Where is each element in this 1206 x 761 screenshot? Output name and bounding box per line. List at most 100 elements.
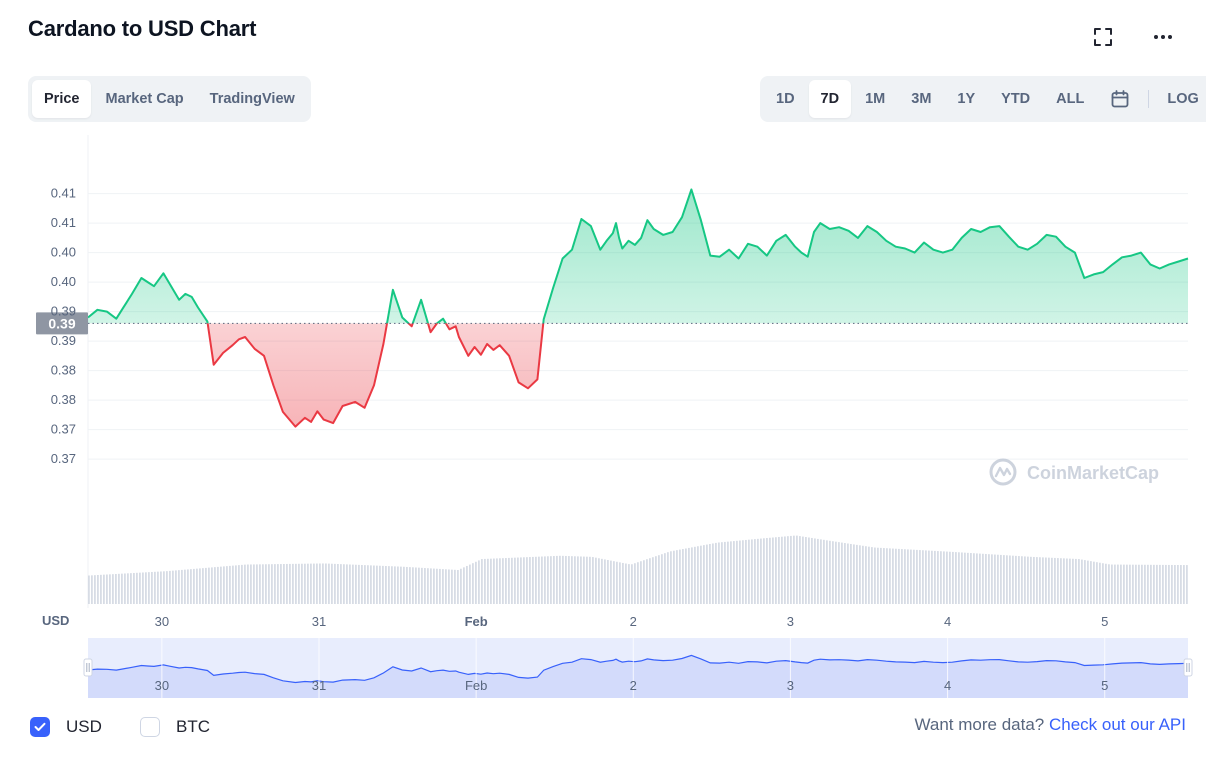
volume-bar: [1060, 558, 1062, 604]
volume-bar: [802, 536, 804, 604]
volume-bar: [286, 563, 288, 604]
x-tick-label: 31: [312, 614, 326, 629]
btc-checkbox[interactable]: BTC: [140, 717, 210, 737]
volume-bar: [307, 563, 309, 604]
volume-bar: [919, 550, 921, 604]
volume-bar: [913, 549, 915, 604]
range-all[interactable]: ALL: [1056, 91, 1085, 107]
volume-bar: [394, 566, 396, 604]
volume-bar: [1063, 558, 1065, 604]
range-7d[interactable]: 7D: [808, 80, 852, 118]
volume-bar: [1126, 564, 1128, 604]
range-1y[interactable]: 1Y: [957, 91, 976, 107]
btc-label: BTC: [176, 717, 210, 736]
volume-bar: [1150, 564, 1152, 604]
tab-tradingview[interactable]: TradingView: [209, 91, 295, 107]
volume-bar: [1033, 556, 1035, 604]
volume-bar: [274, 564, 276, 604]
volume-bar: [1081, 559, 1083, 604]
volume-bar: [361, 564, 363, 604]
volume-bar: [1099, 562, 1101, 604]
volume-bar: [1093, 561, 1095, 604]
volume-bar: [1129, 564, 1131, 604]
volume-bar: [1006, 555, 1008, 604]
x-tick-label: Feb: [465, 614, 488, 629]
range-ytd[interactable]: YTD: [1001, 91, 1031, 107]
volume-bar: [94, 575, 96, 604]
volume-bar: [853, 544, 855, 604]
calendar-button[interactable]: [1098, 80, 1142, 118]
volume-bar: [385, 566, 387, 604]
usd-checkbox-box[interactable]: [30, 717, 50, 737]
navigator-tick-label: 5: [1101, 678, 1108, 693]
volume-bar: [931, 550, 933, 604]
volume-bar: [1186, 565, 1188, 604]
volume-bar: [979, 553, 981, 604]
volume-bar: [1042, 557, 1044, 604]
volume-bar: [484, 558, 486, 604]
volume-bar: [391, 566, 393, 604]
volume-bar: [142, 572, 144, 604]
volume-bar: [1012, 555, 1014, 604]
range-navigator[interactable]: 30 31 Feb 2 3 4 5: [83, 638, 1193, 698]
fullscreen-button[interactable]: [1090, 24, 1116, 50]
volume-bar: [517, 557, 519, 604]
volume-bar: [694, 546, 696, 604]
price-line: [87, 188, 1189, 428]
navigator-handle-right[interactable]: [1183, 658, 1193, 677]
range-1d[interactable]: 1D: [776, 91, 795, 107]
volume-bar: [1114, 564, 1116, 604]
volume-bar: [970, 553, 972, 604]
volume-bar: [139, 572, 141, 604]
navigator-handle-left[interactable]: [83, 658, 93, 677]
volume-bar: [349, 564, 351, 604]
volume-bar: [337, 563, 339, 604]
price-chart[interactable]: 0.39 0.410.410.400.400.390.390.380.380.3…: [0, 130, 1206, 710]
more-horizontal-icon: [1154, 35, 1172, 39]
y-tick-label: 0.37: [51, 451, 76, 466]
y-tick-label: 0.40: [51, 245, 76, 260]
volume-bar: [151, 571, 153, 604]
tab-market-cap[interactable]: Market Cap: [105, 91, 184, 107]
volume-bar: [1000, 554, 1002, 604]
volume-bar: [898, 548, 900, 604]
range-1m[interactable]: 1M: [865, 91, 886, 107]
volume-bar: [148, 572, 150, 604]
x-tick-label: 5: [1101, 614, 1108, 629]
volume-bar: [442, 569, 444, 604]
btc-checkbox-box[interactable]: [140, 717, 160, 737]
price-area: [88, 189, 1188, 427]
volume-bar: [646, 559, 648, 604]
usd-checkbox[interactable]: USD: [30, 717, 102, 737]
check-api-link[interactable]: Check out our API: [1048, 715, 1186, 734]
volume-bar: [295, 563, 297, 604]
volume-bar: [586, 556, 588, 604]
volume-bar: [940, 551, 942, 604]
volume-bar: [844, 543, 846, 604]
volume-bar: [520, 557, 522, 604]
volume-bar: [91, 575, 93, 604]
volume-bar: [775, 537, 777, 604]
volume-bar: [1147, 564, 1149, 604]
volume-bar: [667, 552, 669, 604]
log-toggle[interactable]: LOG: [1167, 91, 1199, 107]
volume-bar: [760, 538, 762, 604]
volume-bar: [283, 564, 285, 604]
range-divider: [1148, 90, 1150, 108]
volume-bar: [649, 558, 651, 604]
volume-bar: [1138, 564, 1140, 604]
tab-price[interactable]: Price: [32, 80, 92, 118]
y-tick-label: 0.37: [51, 422, 76, 437]
calendar-icon: [1111, 90, 1129, 108]
volume-bar: [604, 559, 606, 604]
volume-bar: [145, 572, 147, 604]
range-3m[interactable]: 3M: [911, 91, 932, 107]
volume-bar: [745, 539, 747, 604]
volume-bar: [250, 564, 252, 604]
volume-bar: [736, 540, 738, 604]
volume-bar: [610, 560, 612, 604]
more-options-button[interactable]: [1150, 24, 1176, 50]
volume-bar: [130, 573, 132, 604]
volume-bar: [991, 554, 993, 604]
volume-bar: [829, 540, 831, 604]
